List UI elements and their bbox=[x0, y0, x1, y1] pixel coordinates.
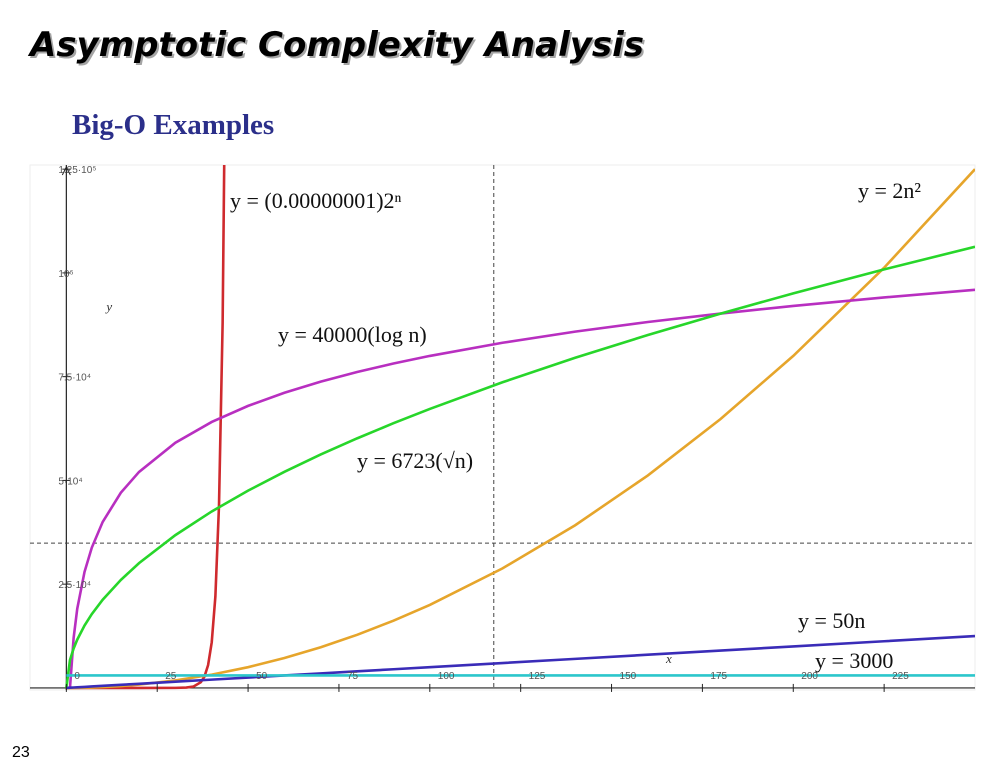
x-tick-label: 50 bbox=[256, 671, 268, 682]
plot-area bbox=[29, 164, 976, 691]
x-tick-label: 150 bbox=[620, 671, 637, 682]
series-label: y = 40000(log n) bbox=[278, 322, 427, 347]
x-tick-label: 225 bbox=[892, 671, 909, 682]
y-axis-arrow bbox=[61, 165, 71, 176]
y-tick-label: 1.25·10⁵ bbox=[58, 165, 96, 176]
plot-layer bbox=[30, 165, 975, 690]
series-label: y = 3000 bbox=[815, 648, 893, 673]
y-tick-label: 10⁵ bbox=[58, 269, 73, 280]
x-tick-label: 175 bbox=[710, 671, 727, 682]
x-tick-label: 75 bbox=[347, 671, 359, 682]
slide-title: Asymptotic Complexity Analysis bbox=[27, 25, 644, 65]
x-tick-label: 25 bbox=[165, 671, 177, 682]
x-tick-label: 0 bbox=[74, 671, 80, 682]
x-tick-label: 100 bbox=[438, 671, 455, 682]
y-axis-label: y bbox=[104, 299, 112, 314]
chart-title: Big-O Examples bbox=[72, 109, 274, 141]
series-label: y = (0.00000001)2ⁿ bbox=[230, 188, 402, 213]
x-tick-label: 200 bbox=[801, 671, 818, 682]
series-line bbox=[65, 245, 975, 689]
series-label: y = 6723(√n) bbox=[357, 448, 473, 473]
x-tick-label: 125 bbox=[529, 671, 546, 682]
series-line bbox=[68, 288, 975, 689]
y-tick-label: 5·10⁴ bbox=[58, 476, 82, 487]
y-tick-label: 7.5·10⁴ bbox=[58, 373, 91, 384]
y-tick-label: 2.5·10⁴ bbox=[58, 580, 91, 591]
slide-title-shadow: Asymptotic Complexity Analysis bbox=[29, 27, 646, 67]
x-axis-label: x bbox=[665, 651, 672, 666]
series-label: y = 50n bbox=[798, 608, 865, 633]
series-label: y = 2n² bbox=[858, 178, 921, 203]
page-number: 23 bbox=[12, 744, 30, 761]
